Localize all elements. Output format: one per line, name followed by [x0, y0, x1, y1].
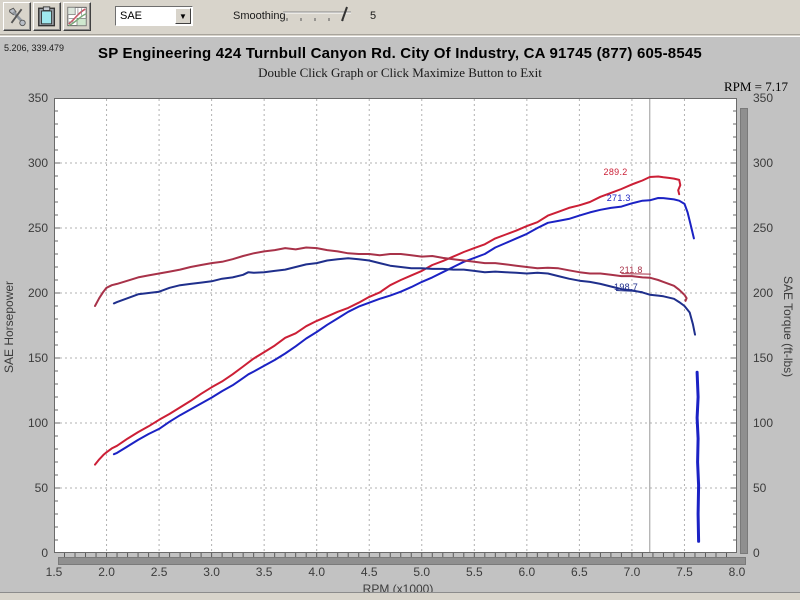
- tick-label: 2.5: [150, 565, 168, 579]
- tick-label: 250: [27, 221, 48, 235]
- smoothing-label: Smoothing: [233, 10, 286, 22]
- tick-label: 4.5: [360, 565, 378, 579]
- tick-label: 350: [753, 91, 774, 105]
- slider-thumb: [341, 6, 348, 22]
- toolbar: SAE ▼ Smoothing 5: [0, 0, 800, 35]
- tick-label: 6.5: [571, 565, 588, 579]
- tick-label: 3.0: [203, 565, 220, 579]
- smoothing-value: 5: [370, 10, 377, 22]
- tick-label: 50: [34, 481, 48, 495]
- tick-label: 7.0: [623, 565, 641, 579]
- graph-settings-button[interactable]: [63, 2, 91, 31]
- smoothing-slider[interactable]: [281, 4, 353, 28]
- dyno-plot-area[interactable]: [54, 98, 737, 560]
- curve-dynorun-005-power: [94, 175, 682, 466]
- tick-label: 0: [753, 546, 760, 560]
- tick-label: 3.5: [255, 565, 273, 579]
- horizontal-scrollbar[interactable]: [58, 557, 746, 565]
- tick-label: 200: [27, 286, 48, 300]
- tick-label: 2.0: [98, 565, 115, 579]
- units-dropdown[interactable]: SAE ▼: [115, 6, 193, 26]
- tick-label: 200: [753, 286, 774, 300]
- tools-button[interactable]: [3, 2, 31, 31]
- tick-label: 50: [753, 481, 767, 495]
- curve-dynorun-001-torque: [112, 257, 696, 336]
- curve-value-label: 211.8: [619, 264, 643, 275]
- tick-label: 1.5: [45, 565, 63, 579]
- tick-label: 0: [41, 546, 48, 560]
- shop-title: SP Engineering 424 Turnbull Canyon Rd. C…: [98, 45, 702, 62]
- clipboard-icon: [36, 5, 58, 28]
- tick-label: 100: [753, 416, 774, 430]
- vertical-scrollbar[interactable]: [740, 108, 748, 554]
- dyno-graph-panel: 5.206, 339.479 SP Engineering 424 Turnbu…: [0, 36, 800, 596]
- cursor-coordinates-readout: 5.206, 339.479: [4, 43, 65, 53]
- tick-label: 150: [27, 351, 48, 365]
- tick-label: 300: [753, 156, 774, 170]
- tick-label: 8.0: [728, 565, 746, 579]
- tick-label: 250: [753, 221, 774, 235]
- curve-dynorun-001-tail-drop: [695, 370, 701, 543]
- tick-label: 5.0: [413, 565, 431, 579]
- wrench-icon: [6, 5, 28, 28]
- clipboard-button[interactable]: [33, 2, 61, 31]
- chevron-down-icon[interactable]: ▼: [175, 8, 191, 24]
- tick-label: 100: [27, 416, 48, 430]
- window-bottom-edge: [0, 592, 800, 600]
- curve-value-label: 198.7: [614, 281, 639, 292]
- tick-label: 350: [27, 91, 48, 105]
- graph-hint-subtitle: Double Click Graph or Click Maximize But…: [258, 65, 542, 80]
- curve-value-label: 271.3: [606, 193, 631, 204]
- tick-label: 7.5: [676, 565, 693, 579]
- rpm-cursor-readout: RPM = 7.17: [723, 79, 788, 94]
- units-dropdown-value: SAE: [120, 10, 143, 22]
- slider-ticks: [286, 18, 344, 21]
- tick-label: 300: [27, 156, 48, 170]
- curve-dynorun-005-torque: [94, 246, 688, 307]
- tick-label: 150: [753, 351, 774, 365]
- tick-label: 5.5: [465, 565, 483, 579]
- graph-icon: [66, 5, 88, 28]
- y-axis-title-torque: SAE Torque (ft-lbs): [781, 276, 795, 378]
- curve-dynorun-001-power: [112, 197, 695, 456]
- tick-label: 4.0: [308, 565, 326, 579]
- curve-value-label: 289.2: [603, 167, 628, 178]
- tick-label: 6.0: [518, 565, 536, 579]
